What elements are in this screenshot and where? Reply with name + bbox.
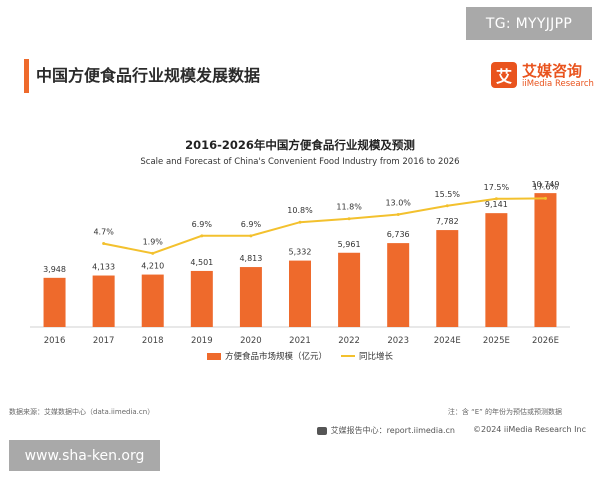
growth-value-label: 1.9%	[143, 237, 164, 246]
x-tick-label: 2018	[142, 336, 164, 346]
bar-value-label: 7,782	[436, 217, 459, 226]
copyright: ©2024 iiMedia Research Inc	[473, 425, 586, 434]
x-tick-label: 2026E	[532, 336, 559, 346]
x-tick-label: 2017	[93, 336, 115, 346]
growth-point	[249, 234, 253, 238]
bar-value-label: 6,736	[387, 230, 410, 239]
legend-bar-swatch	[207, 352, 221, 360]
bar-2024E	[436, 230, 459, 327]
growth-value-label: 13.0%	[385, 199, 411, 208]
legend-bar-label: 方便食品市场规模（亿元）	[225, 352, 328, 362]
bar-value-label: 5,961	[338, 240, 361, 249]
bar-2021	[289, 260, 311, 327]
page-title: 中国方便食品行业规模发展数据	[36, 66, 261, 85]
growth-point	[543, 196, 547, 200]
growth-point	[102, 242, 106, 246]
title-accent-bar	[24, 59, 29, 93]
brand-name-cn: 艾媒咨询	[522, 62, 583, 80]
bar-value-label: 4,210	[141, 262, 164, 271]
chart-legend: 方便食品市场规模（亿元） 同比增长	[207, 350, 393, 362]
bar-value-label: 9,141	[485, 200, 508, 209]
bar-2016	[43, 277, 66, 327]
growth-point	[151, 251, 155, 255]
growth-value-label: 10.8%	[287, 206, 313, 215]
growth-value-label: 17.6%	[533, 182, 559, 191]
x-tick-label: 2023	[387, 336, 409, 346]
brand-name-en: iiMedia Research	[522, 79, 594, 89]
growth-point	[200, 234, 204, 238]
bar-2026E	[534, 193, 557, 327]
bar-2022	[338, 252, 361, 327]
growth-value-label: 4.7%	[93, 228, 114, 237]
bar-value-label: 10,749	[531, 180, 559, 189]
brand-logo-icon: 艾	[491, 62, 517, 88]
report-center: 艾媒报告中心：report.iimedia.cn	[316, 425, 456, 436]
legend-line-swatch	[341, 355, 356, 357]
x-tick-label: 2022	[338, 336, 360, 346]
growth-value-label: 6.9%	[241, 220, 262, 229]
bar-value-label: 3,948	[43, 265, 66, 274]
x-tick-label: 2021	[289, 336, 311, 346]
bar-value-label: 4,501	[190, 258, 213, 267]
tg-badge: TG: MYYJJPP	[466, 7, 592, 40]
growth-point	[445, 204, 449, 208]
bar-2017	[92, 275, 115, 327]
growth-value-label: 6.9%	[192, 220, 213, 229]
site-watermark: www.sha-ken.org	[9, 440, 160, 471]
chart-title: 2016-2026年中国方便食品行业规模及预测	[185, 138, 415, 152]
growth-value-label: 17.5%	[484, 183, 510, 192]
x-tick-label: 2025E	[483, 336, 510, 346]
growth-point	[298, 220, 302, 224]
growth-point	[347, 217, 351, 221]
bar-value-label: 4,133	[92, 263, 115, 272]
bar-2020	[239, 267, 262, 327]
x-tick-label: 2016	[44, 336, 66, 346]
bar-value-label: 5,332	[289, 248, 312, 257]
bar-value-label: 4,813	[239, 254, 262, 263]
growth-line	[103, 197, 546, 255]
x-tick-label: 2019	[191, 336, 213, 346]
growth-point	[494, 197, 498, 201]
growth-value-label: 15.5%	[435, 190, 461, 199]
growth-value-label: 11.8%	[336, 203, 362, 212]
legend-line-label: 同比增长	[359, 352, 394, 362]
data-source: 数据来源：艾媒数据中心（data.iimedia.cn）	[9, 408, 155, 416]
report-icon	[316, 426, 327, 435]
footer: 艾媒报告中心：report.iimedia.cn ©2024 iiMedia R…	[316, 425, 586, 436]
x-tick-label: 2024E	[434, 336, 461, 346]
forecast-note: 注：含 “E” 的年份为预估或预测数据	[447, 408, 562, 416]
bar-2023	[387, 243, 410, 327]
growth-point	[396, 213, 400, 216]
chart-subtitle: Scale and Forecast of China's Convenient…	[140, 157, 460, 167]
bar-2019	[190, 270, 213, 327]
report-center-text: 艾媒报告中心：report.iimedia.cn	[330, 426, 456, 435]
x-tick-label: 2020	[240, 336, 262, 346]
bar-2018	[141, 274, 164, 327]
bar-2025E	[485, 213, 508, 327]
